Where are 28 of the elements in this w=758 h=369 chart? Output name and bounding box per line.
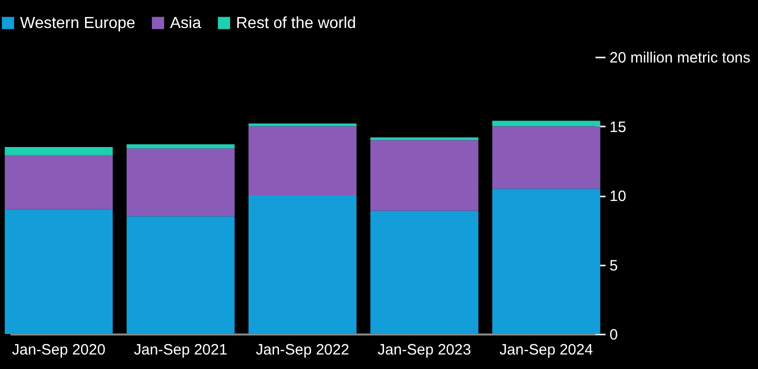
bar bbox=[492, 120, 600, 126]
y-tick-label: 5 bbox=[610, 257, 618, 274]
bar bbox=[4, 147, 113, 156]
x-tick-label: Jan-Sep 2023 bbox=[378, 342, 472, 358]
bar bbox=[126, 144, 235, 148]
bar bbox=[248, 123, 356, 126]
y-tick-label: 0 bbox=[610, 326, 618, 344]
bar bbox=[370, 140, 478, 211]
y-tick-label: 15 bbox=[610, 118, 626, 136]
x-tick-label: Jan-Sep 2024 bbox=[500, 342, 593, 358]
bar bbox=[4, 209, 113, 334]
bar bbox=[4, 155, 113, 210]
x-tick-label: Jan-Sep 2020 bbox=[12, 342, 106, 358]
bar bbox=[370, 137, 478, 140]
x-tick-label: Jan-Sep 2021 bbox=[134, 342, 228, 358]
bar bbox=[248, 126, 356, 196]
y-tick-label: 10 bbox=[610, 188, 626, 205]
x-tick-label: Jan-Sep 2022 bbox=[256, 342, 350, 358]
bar bbox=[492, 188, 600, 334]
bar bbox=[492, 126, 600, 189]
legend-label: Asia bbox=[170, 15, 202, 32]
bar bbox=[370, 210, 478, 334]
legend-label: Rest of the world bbox=[236, 15, 356, 32]
legend-label: Western Europe bbox=[20, 15, 136, 32]
bar bbox=[126, 148, 235, 216]
bar bbox=[248, 196, 356, 334]
bar bbox=[126, 216, 235, 334]
y-tick-label: 20 million metric tons bbox=[610, 50, 750, 66]
